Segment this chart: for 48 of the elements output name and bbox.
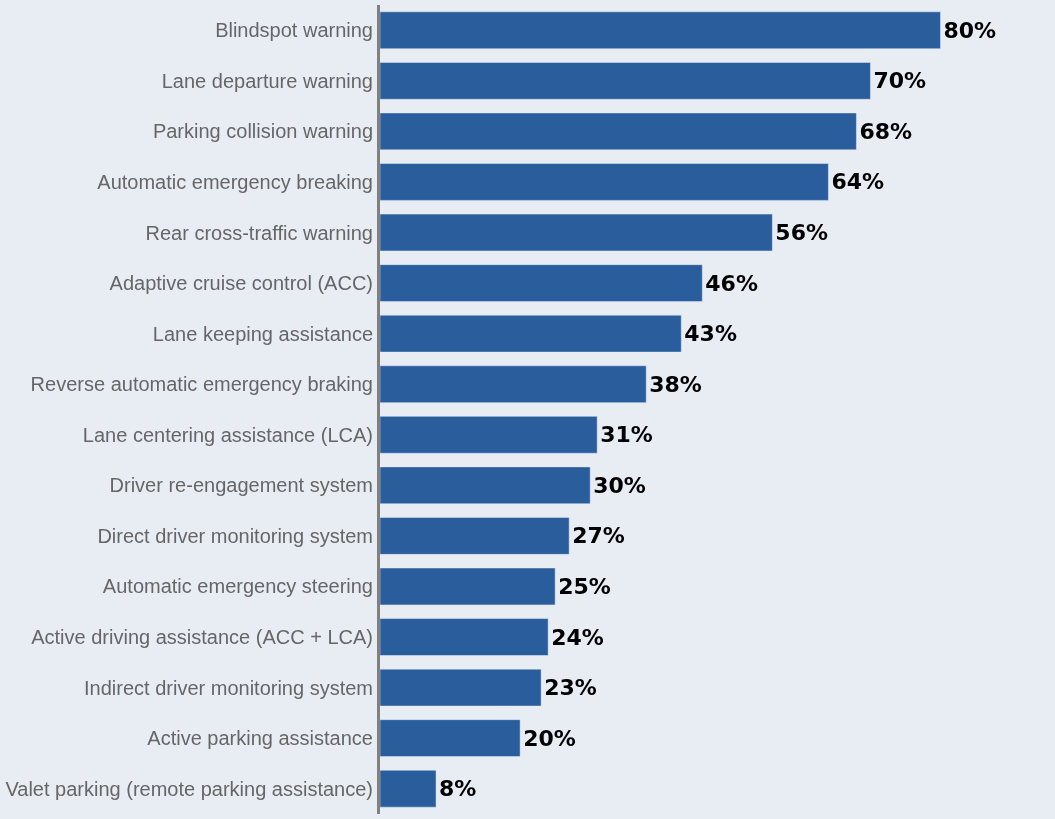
data-label: 38% [649,371,702,397]
bar [380,719,521,757]
bar [380,618,549,656]
data-label: 43% [684,321,737,347]
bar [380,11,941,49]
data-label: 8% [439,776,477,802]
data-label: 27% [572,523,625,549]
data-label: 20% [523,725,576,751]
y-tick-label: Automatic emergency breaking [97,170,373,193]
data-label: 31% [600,422,653,448]
y-tick-label: Lane centering assistance (LCA) [82,423,373,446]
y-tick-label: Lane departure warning [161,69,373,92]
y-tick-label: Parking collision warning [152,120,373,143]
y-tick-label: Blindspot warning [215,19,373,42]
data-label: 68% [859,118,913,144]
bar [380,668,542,707]
data-label: 46% [705,270,758,296]
bar [380,314,682,353]
data-label: 70% [873,68,927,94]
y-tick-label: Active parking assistance [147,727,373,750]
data-label: 56% [775,220,829,246]
y-tick-label: Lane keeping assistance [152,322,373,345]
data-label: 24% [551,624,604,650]
bar [380,466,591,505]
data-label: 23% [544,675,597,701]
bar [380,416,598,454]
y-tick-label: Driver re-engagement system [109,474,373,497]
y-tick-label: Reverse automatic emergency braking [30,373,373,396]
y-tick-label: Automatic emergency steering [102,575,373,598]
data-label: 30% [593,472,646,498]
y-tick-label: Rear cross-traffic warning [145,221,373,244]
y-tick-label: Valet parking (remote parking assistance) [5,777,373,800]
bar [380,365,647,403]
y-tick-label: Active driving assistance (ACC + LCA) [31,626,373,649]
bar [380,213,773,252]
data-label: 25% [558,573,611,599]
bar [380,163,829,201]
bar [380,264,703,302]
data-label: 64% [831,169,885,195]
y-tick-label: Indirect driver monitoring system [84,676,373,699]
y-tick-label: Adaptive cruise control (ACC) [109,272,373,295]
bar [380,567,556,606]
bar [380,112,857,151]
bar [380,62,871,100]
y-tick-label: Direct driver monitoring system [97,524,373,547]
bar [380,517,570,555]
data-label: 80% [943,17,997,43]
bar [380,770,437,808]
